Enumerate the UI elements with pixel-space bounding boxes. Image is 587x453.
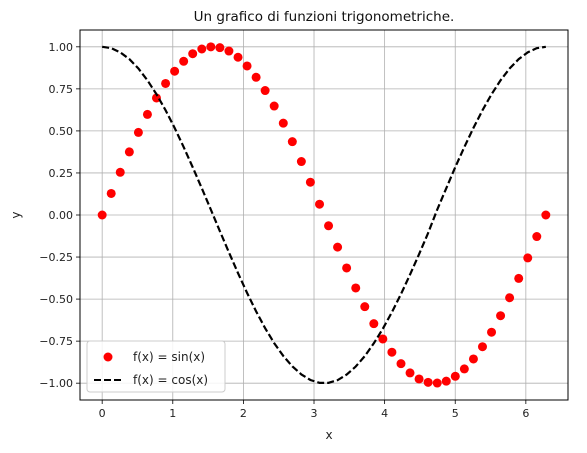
x-tick-label: 3 [311,407,318,420]
x-axis-label: x [325,428,332,442]
sin-data-point [532,232,542,242]
x-tick-label: 6 [522,407,529,420]
sin-data-point [459,364,469,374]
sin-data-point [260,86,270,96]
y-tick-label: −0.25 [39,251,73,264]
y-tick-label: 0.00 [49,209,74,222]
cos-series-line [102,45,546,384]
sin-data-point [133,127,143,137]
sin-data-point [296,157,306,167]
sin-data-point [115,167,125,177]
sin-data-point [423,377,433,387]
sin-data-point [224,46,234,56]
sin-data-point [97,210,107,220]
legend-sin-label: f(x) = sin(x) [133,350,205,364]
sin-data-point [514,273,524,283]
sin-data-point [468,354,478,364]
chart-title: Un grafico di funzioni trigonometriche. [194,9,455,25]
sin-data-point [106,188,116,198]
sin-data-point [278,118,288,128]
sin-data-point [170,66,180,76]
sin-data-point [142,109,152,119]
sin-data-point [378,334,388,344]
sin-data-point [369,319,379,329]
sin-data-point [541,210,551,220]
axis-ticks: 0 1 2 3 4 5 6 1.00 0.75 0.50 0.25 0.00 −0.25 −0.50 −0.… [39,41,529,420]
sin-data-point [324,221,334,231]
sin-data-point [441,376,451,386]
legend-box [86,340,226,393]
sin-data-point [242,61,252,71]
sin-data-point [414,374,424,384]
x-tick-label: 4 [381,407,388,420]
sin-data-point [305,177,315,187]
sin-data-point [432,378,442,388]
sin-data-point [197,44,207,54]
sin-data-point [450,371,460,381]
sin-data-point [233,52,243,62]
legend: f(x) = sin(x) f(x) = cos(x) [86,340,226,393]
sin-data-point [405,368,415,378]
sin-data-point [287,137,297,147]
sin-data-point [251,72,261,82]
sin-data-point [487,327,497,337]
y-axis-label: y [9,211,23,218]
sin-data-point [505,293,515,303]
sin-data-point [396,359,406,369]
x-tick-label: 5 [452,407,459,420]
sin-data-point [342,263,352,273]
sin-data-point [360,302,370,312]
sin-data-point [351,283,361,293]
sin-data-point [215,43,225,53]
sin-data-point [496,311,506,321]
sin-data-point [269,101,279,111]
y-tick-label: 0.75 [49,83,74,96]
y-tick-label: −0.75 [39,335,73,348]
sin-data-point [161,78,171,88]
sin-data-point [315,199,325,209]
sin-data-point [523,253,533,263]
y-tick-label: −1.00 [39,377,73,390]
series-layer [97,42,551,388]
x-tick-label: 1 [169,407,176,420]
sin-data-point [206,42,216,52]
y-tick-label: 1.00 [49,41,74,54]
y-tick-label: 0.50 [49,125,74,138]
sin-data-point [387,347,397,357]
y-tick-label: 0.25 [49,167,74,180]
legend-cos-label: f(x) = cos(x) [133,373,208,387]
grid-lines [80,30,568,400]
sin-data-point [124,147,134,157]
sin-data-point [333,242,343,252]
x-tick-label: 0 [99,407,106,420]
legend-sin-marker [103,352,113,362]
x-tick-label: 2 [240,407,247,420]
sin-data-point [477,342,487,352]
sin-data-point [179,56,189,66]
sin-data-point [188,49,198,59]
y-tick-label: −0.50 [39,293,73,306]
